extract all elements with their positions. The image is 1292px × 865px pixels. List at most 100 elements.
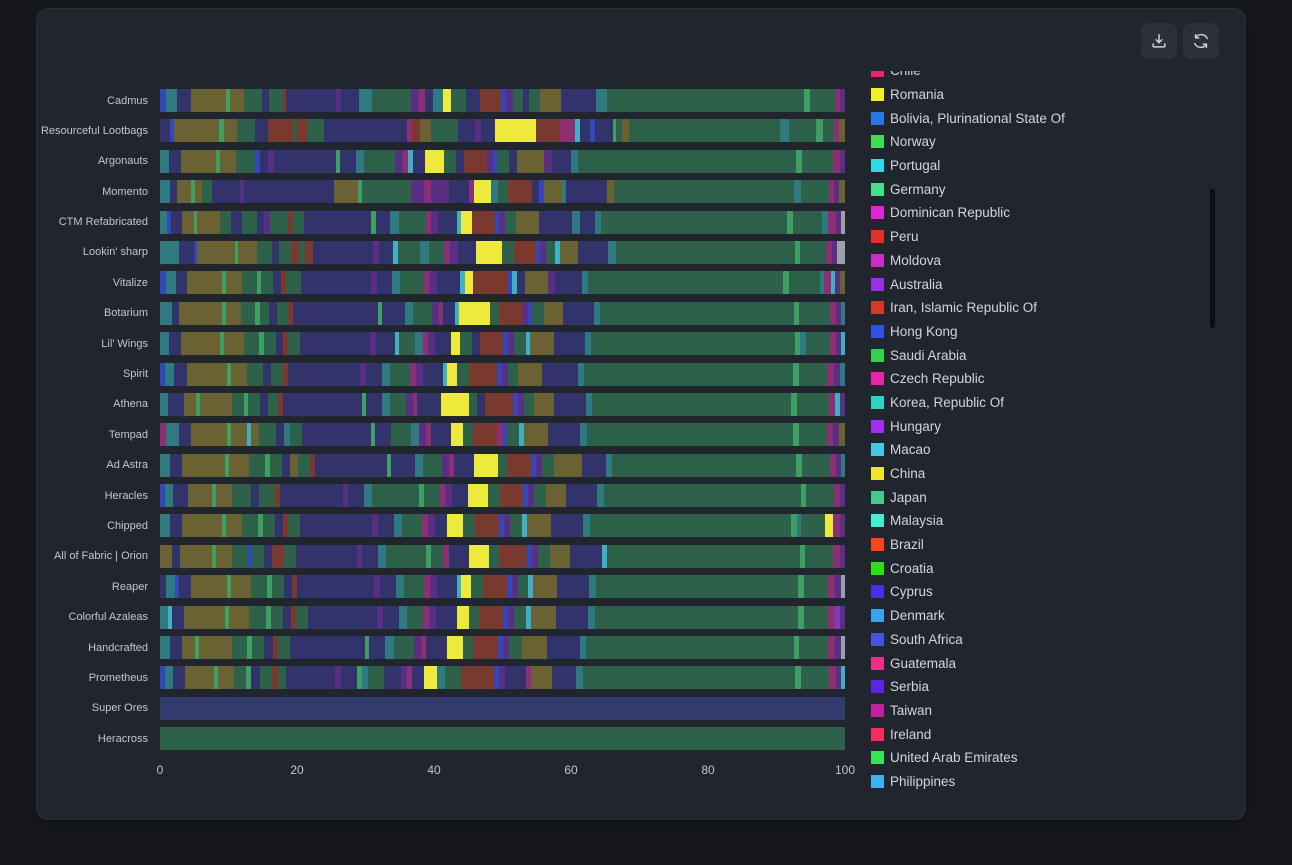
- bar-segment: [357, 666, 362, 690]
- bar-segment: [803, 605, 828, 629]
- legend-scrollbar[interactable]: [1210, 189, 1215, 328]
- bar-segment: [167, 210, 172, 234]
- stacked-bar[interactable]: [160, 514, 845, 538]
- legend-item[interactable]: Australia: [871, 272, 1216, 296]
- stacked-bar[interactable]: [160, 271, 845, 295]
- bar-segment: [554, 271, 582, 295]
- bar-segment: [497, 636, 503, 660]
- legend-item[interactable]: Guatemala: [871, 651, 1216, 675]
- legend-item[interactable]: United Arab Emirates: [871, 746, 1216, 770]
- stacked-bar[interactable]: [160, 89, 845, 112]
- bar-segment: [390, 210, 400, 234]
- legend-item[interactable]: Moldova: [871, 249, 1216, 273]
- bar-segment: [392, 271, 401, 295]
- bar-segment: [517, 362, 542, 386]
- stacked-bar[interactable]: [160, 666, 845, 690]
- legend-item[interactable]: Taiwan: [871, 699, 1216, 723]
- legend-item[interactable]: Norway: [871, 130, 1216, 154]
- stacked-bar[interactable]: [160, 210, 845, 234]
- stacked-bar[interactable]: [160, 575, 845, 599]
- bar-segment: [174, 362, 187, 386]
- bar-segment: [356, 544, 363, 568]
- legend-item[interactable]: Chile: [871, 71, 1216, 83]
- bar-segment: [444, 149, 456, 173]
- bar-segment: [382, 392, 391, 416]
- bar-segment: [799, 544, 806, 568]
- stacked-bar[interactable]: [160, 696, 845, 720]
- legend-item[interactable]: Iran, Islamic Republic Of: [871, 296, 1216, 320]
- legend-item[interactable]: Malaysia: [871, 509, 1216, 533]
- bar-segment: [805, 544, 834, 568]
- bar-segment: [468, 484, 488, 508]
- bar-segment: [518, 575, 529, 599]
- bar-segment: [378, 544, 387, 568]
- bar-segment: [178, 575, 191, 599]
- stacked-bar[interactable]: [160, 240, 845, 264]
- stacked-bar[interactable]: [160, 727, 845, 751]
- legend-item[interactable]: Philippines: [871, 770, 1216, 794]
- bar-segment: [282, 392, 363, 416]
- stacked-bar[interactable]: [160, 453, 845, 477]
- legend-item[interactable]: Serbia: [871, 675, 1216, 699]
- legend-item[interactable]: Germany: [871, 177, 1216, 201]
- stacked-bar[interactable]: [160, 362, 845, 386]
- refresh-icon: [1191, 31, 1211, 51]
- bar-segment: [827, 362, 835, 386]
- legend: Chile Romania Bolivia, Plurinational State…: [871, 71, 1216, 797]
- bar-segment: [497, 453, 508, 477]
- stacked-bar[interactable]: [160, 392, 845, 416]
- bar-segment: [255, 301, 260, 325]
- legend-item[interactable]: China: [871, 462, 1216, 486]
- bar-segment: [602, 544, 607, 568]
- legend-item[interactable]: Denmark: [871, 604, 1216, 628]
- stacked-bar[interactable]: [160, 149, 845, 173]
- legend-item[interactable]: Saudi Arabia: [871, 343, 1216, 367]
- bar-segment: [444, 666, 462, 690]
- stacked-bar[interactable]: [160, 119, 845, 143]
- legend-item[interactable]: Czech Republic: [871, 367, 1216, 391]
- stacked-bar[interactable]: [160, 605, 845, 629]
- stacked-bar[interactable]: [160, 301, 845, 325]
- legend-item[interactable]: Hong Kong: [871, 320, 1216, 344]
- legend-item[interactable]: Portugal: [871, 154, 1216, 178]
- legend-item[interactable]: Bolivia, Plurinational State Of: [871, 106, 1216, 130]
- stacked-bar[interactable]: [160, 544, 845, 568]
- bar-segment: [241, 301, 256, 325]
- stacked-bar[interactable]: [160, 332, 845, 356]
- bar-segment: [286, 666, 336, 690]
- legend-item[interactable]: South Africa: [871, 628, 1216, 652]
- bar-segment: [201, 180, 212, 204]
- stacked-bar[interactable]: [160, 484, 845, 508]
- legend-swatch: [871, 88, 884, 102]
- legend-item[interactable]: Romania: [871, 83, 1216, 107]
- bar-segment: [170, 119, 175, 143]
- bar-segment: [464, 271, 473, 295]
- legend-item[interactable]: Hungary: [871, 414, 1216, 438]
- bar-segment: [840, 301, 845, 325]
- bar-segment: [488, 544, 499, 568]
- bar-segment: [314, 453, 387, 477]
- legend-label: Korea, Republic Of: [890, 394, 1005, 410]
- stacked-bar[interactable]: [160, 636, 845, 660]
- stacked-bar[interactable]: [160, 423, 845, 447]
- bar-segment: [551, 514, 584, 538]
- bar-segment: [485, 392, 514, 416]
- bar-segment: [379, 575, 396, 599]
- legend-item[interactable]: Dominican Republic: [871, 201, 1216, 225]
- bar-segment: [835, 210, 842, 234]
- legend-item[interactable]: Korea, Republic Of: [871, 391, 1216, 415]
- stacked-bar[interactable]: [160, 180, 845, 204]
- bar-segment: [412, 149, 425, 173]
- legend-item[interactable]: Peru: [871, 225, 1216, 249]
- bar-segment: [368, 636, 386, 660]
- legend-item[interactable]: Cyprus: [871, 580, 1216, 604]
- legend-item[interactable]: Japan: [871, 485, 1216, 509]
- legend-item[interactable]: Croatia: [871, 556, 1216, 580]
- legend-item[interactable]: Ireland: [871, 722, 1216, 746]
- download-button[interactable]: [1141, 23, 1177, 59]
- bar-segment: [225, 514, 242, 538]
- legend-item[interactable]: Macao: [871, 438, 1216, 462]
- refresh-button[interactable]: [1183, 23, 1219, 59]
- legend-item[interactable]: Brazil: [871, 533, 1216, 557]
- bar-segment: [498, 666, 506, 690]
